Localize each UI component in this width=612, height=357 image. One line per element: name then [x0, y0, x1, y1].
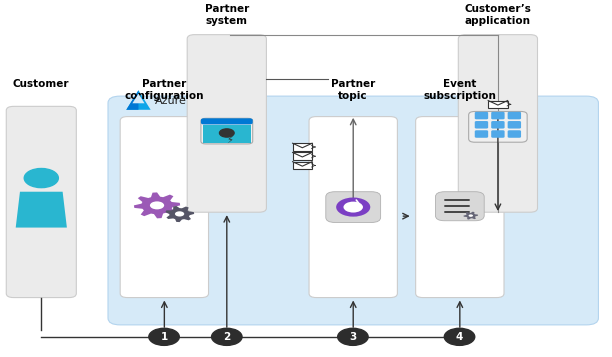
FancyBboxPatch shape: [108, 96, 599, 325]
FancyBboxPatch shape: [475, 112, 488, 119]
Circle shape: [338, 328, 368, 345]
FancyBboxPatch shape: [6, 106, 77, 298]
FancyBboxPatch shape: [326, 192, 381, 222]
FancyBboxPatch shape: [120, 117, 209, 298]
FancyBboxPatch shape: [293, 143, 312, 151]
FancyBboxPatch shape: [458, 35, 537, 212]
FancyBboxPatch shape: [201, 118, 253, 125]
Text: Customer: Customer: [13, 79, 69, 89]
Circle shape: [343, 202, 363, 212]
Text: 2: 2: [223, 332, 231, 342]
Text: Partner
topic: Partner topic: [330, 79, 375, 101]
Text: Customer’s
application: Customer’s application: [465, 4, 531, 26]
FancyBboxPatch shape: [491, 130, 505, 138]
FancyBboxPatch shape: [488, 101, 507, 108]
FancyBboxPatch shape: [201, 118, 253, 144]
Polygon shape: [16, 192, 67, 227]
Polygon shape: [134, 192, 180, 218]
FancyBboxPatch shape: [416, 117, 504, 298]
Circle shape: [444, 328, 475, 345]
FancyBboxPatch shape: [187, 35, 266, 212]
FancyBboxPatch shape: [507, 112, 521, 119]
Circle shape: [24, 169, 58, 188]
FancyBboxPatch shape: [507, 130, 521, 138]
Circle shape: [150, 201, 164, 209]
Text: ⚡: ⚡: [226, 135, 233, 145]
Text: 4: 4: [456, 332, 463, 342]
FancyBboxPatch shape: [491, 121, 505, 129]
Text: Event
subscription: Event subscription: [423, 79, 496, 101]
Circle shape: [220, 129, 234, 137]
FancyBboxPatch shape: [469, 111, 527, 142]
Text: Partner
system: Partner system: [204, 4, 249, 26]
Polygon shape: [165, 206, 194, 222]
FancyBboxPatch shape: [507, 121, 521, 129]
FancyBboxPatch shape: [491, 112, 505, 119]
FancyBboxPatch shape: [309, 117, 397, 298]
Polygon shape: [463, 212, 478, 220]
Polygon shape: [126, 90, 138, 110]
Text: 3: 3: [349, 332, 357, 342]
FancyBboxPatch shape: [436, 192, 484, 221]
Circle shape: [212, 328, 242, 345]
FancyBboxPatch shape: [293, 152, 312, 160]
FancyBboxPatch shape: [203, 125, 251, 143]
Text: Partner
configuration: Partner configuration: [124, 79, 204, 101]
Circle shape: [175, 211, 184, 217]
FancyBboxPatch shape: [475, 121, 488, 129]
Text: 1: 1: [160, 332, 168, 342]
Circle shape: [149, 328, 179, 345]
Circle shape: [336, 197, 370, 217]
Circle shape: [469, 215, 473, 217]
Polygon shape: [126, 90, 151, 110]
Text: Azure: Azure: [155, 96, 187, 106]
FancyBboxPatch shape: [293, 162, 312, 169]
FancyBboxPatch shape: [475, 130, 488, 138]
Polygon shape: [132, 94, 144, 103]
